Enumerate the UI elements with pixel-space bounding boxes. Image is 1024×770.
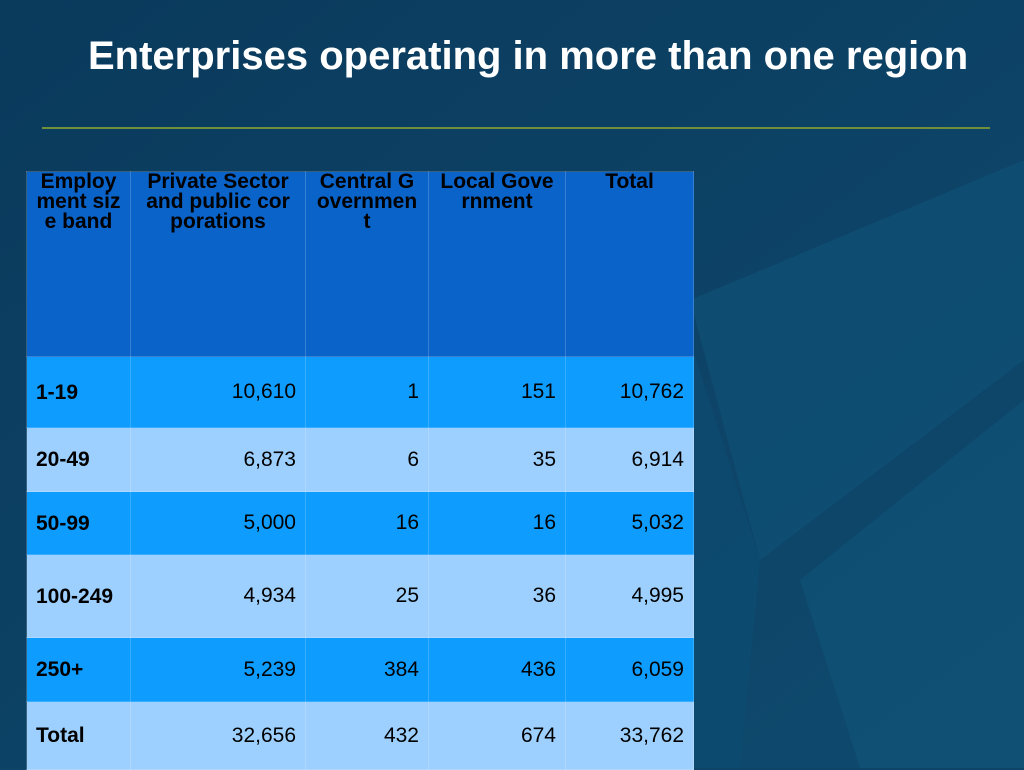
table-row: Total 32,656 432 674 33,762 [26, 701, 694, 770]
cell-local: 35 [428, 427, 566, 492]
cell-total: 33,762 [565, 701, 694, 770]
title-divider [42, 127, 990, 129]
cell-total: 6,059 [565, 637, 694, 702]
header-local-government: Local Government [428, 171, 566, 357]
header-central-government: Central Government [305, 171, 429, 357]
header-total: Total [565, 171, 694, 357]
cell-private: 32,656 [130, 701, 306, 770]
cell-local: 436 [428, 637, 566, 702]
cell-central: 432 [305, 701, 429, 770]
cell-central: 384 [305, 637, 429, 702]
cell-local: 36 [428, 554, 566, 638]
cell-band: 100-249 [26, 554, 131, 638]
cell-local: 16 [428, 491, 566, 555]
cell-central: 6 [305, 427, 429, 492]
table-row: 100-249 4,934 25 36 4,995 [26, 554, 694, 638]
cell-total: 4,995 [565, 554, 694, 638]
cell-band: Total [26, 701, 131, 770]
cell-private: 4,934 [130, 554, 306, 638]
cell-private: 5,000 [130, 491, 306, 555]
cell-central: 1 [305, 356, 429, 428]
cell-band: 50-99 [26, 491, 131, 555]
cell-total: 6,914 [565, 427, 694, 492]
cell-private: 5,239 [130, 637, 306, 702]
enterprise-region-table: Employment size band Private Sector and … [26, 171, 694, 770]
cell-total: 10,762 [565, 356, 694, 428]
cell-band: 20-49 [26, 427, 131, 492]
table-row: 20-49 6,873 6 35 6,914 [26, 427, 694, 492]
cell-local: 674 [428, 701, 566, 770]
table-row: 250+ 5,239 384 436 6,059 [26, 637, 694, 702]
cell-total: 5,032 [565, 491, 694, 555]
cell-private: 10,610 [130, 356, 306, 428]
header-private-sector: Private Sector and public corporations [130, 171, 306, 357]
header-employment-size-band: Employment size band [26, 171, 131, 357]
cell-central: 16 [305, 491, 429, 555]
table-header-row: Employment size band Private Sector and … [26, 171, 694, 357]
cell-private: 6,873 [130, 427, 306, 492]
page-title: Enterprises operating in more than one r… [88, 34, 969, 78]
table-row: 50-99 5,000 16 16 5,032 [26, 491, 694, 555]
cell-central: 25 [305, 554, 429, 638]
cell-band: 250+ [26, 637, 131, 702]
cell-band: 1-19 [26, 356, 131, 428]
table-row: 1-19 10,610 1 151 10,762 [26, 356, 694, 428]
cell-local: 151 [428, 356, 566, 428]
